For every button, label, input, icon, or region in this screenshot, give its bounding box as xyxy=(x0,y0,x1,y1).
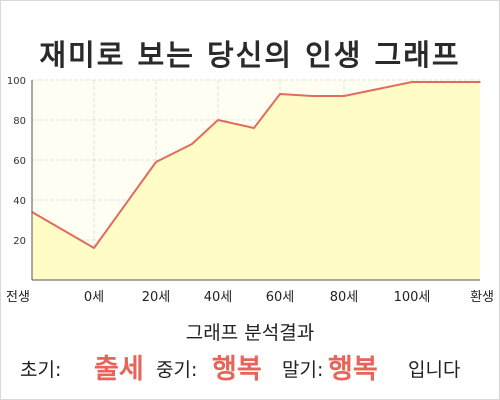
y-tick-label: 20 xyxy=(13,236,26,247)
early-value: 출세 xyxy=(94,354,144,385)
data-point xyxy=(411,81,413,83)
x-tick-label: 60세 xyxy=(266,290,295,305)
result-line: 초기: 출세 중기: 행복 말기: 행복 입니다 xyxy=(0,346,500,385)
data-point xyxy=(191,143,193,145)
x-tick-label: 환생 xyxy=(470,290,494,305)
data-point xyxy=(279,93,281,95)
x-tick-label: 0세 xyxy=(84,290,104,305)
y-tick-label: 100 xyxy=(7,76,26,87)
mid-value: 행복 xyxy=(212,354,262,385)
y-tick-label: 40 xyxy=(13,196,26,207)
x-tick-label: 100세 xyxy=(394,290,431,305)
data-point xyxy=(343,95,345,97)
chart-title: 재미로 보는 당신의 인생 그래프 xyxy=(39,38,461,72)
data-point xyxy=(93,247,95,249)
data-point xyxy=(479,81,481,83)
data-point xyxy=(217,119,219,121)
late-value: 행복 xyxy=(328,354,378,385)
x-tick-label: 20세 xyxy=(142,290,171,305)
result-ending: 입니다 xyxy=(408,359,461,381)
x-tick-label: 40세 xyxy=(204,290,233,305)
series-area xyxy=(32,82,480,280)
x-tick-label: 80세 xyxy=(330,290,359,305)
data-point xyxy=(253,127,255,129)
late-label: 말기: xyxy=(282,359,324,381)
y-tick-label: 60 xyxy=(13,156,26,167)
result-heading: 그래프 분석결과 xyxy=(185,322,315,344)
data-point xyxy=(155,161,157,163)
data-point xyxy=(311,95,313,97)
mid-label: 중기: xyxy=(156,359,198,381)
y-tick-label: 80 xyxy=(13,116,26,127)
x-tick-label: 전생 xyxy=(6,290,30,305)
early-label: 초기: xyxy=(20,359,62,381)
